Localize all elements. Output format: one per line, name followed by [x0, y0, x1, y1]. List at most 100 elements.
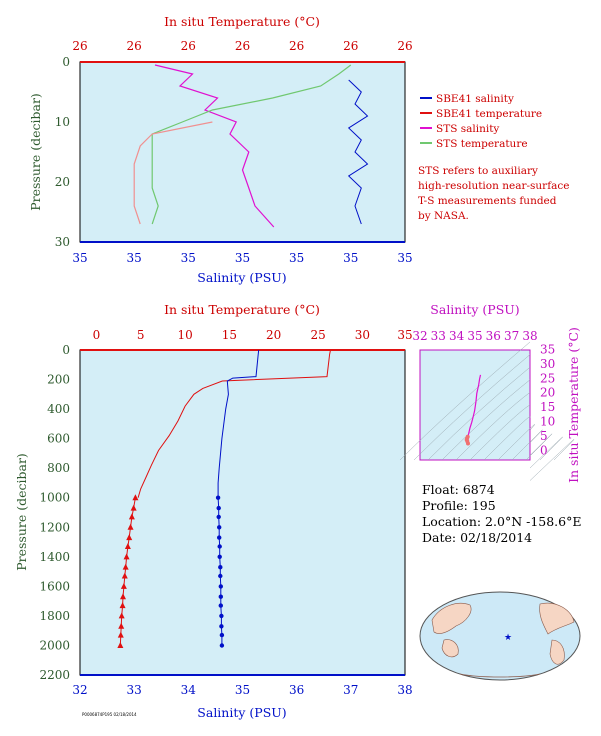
bottom-pressure-tick: 0 — [62, 343, 70, 357]
isopycnal-line — [497, 424, 535, 461]
salinity-dot-marker — [217, 535, 222, 540]
map-continent-north-america — [539, 602, 575, 635]
float-id: Float: 6874 — [422, 482, 495, 497]
salinity-dot-marker — [217, 525, 222, 530]
top-pressure-tick: 20 — [55, 175, 70, 189]
top-pressure-tick: 0 — [62, 55, 70, 69]
top-temp-tick: 26 — [397, 39, 412, 53]
bottom-pressure-axis-title: Pressure (decibar) — [14, 453, 29, 571]
temperature-triangle-marker — [123, 553, 130, 560]
legend-label: STS temperature — [436, 138, 528, 150]
sbe41-salinity-line — [347, 79, 369, 225]
bottom-sal-tick: 35 — [235, 683, 250, 697]
isopycnal-line — [525, 433, 553, 461]
bottom-pressure-tick: 1600 — [39, 579, 70, 593]
salinity-dot-marker — [215, 495, 221, 500]
top-temp-tick: 26 — [181, 39, 196, 53]
map-continent-asia — [431, 602, 472, 634]
top-sal-axis-title: Salinity (PSU) — [197, 270, 286, 285]
isopycnal-line — [483, 416, 531, 461]
temperature-triangle-marker — [117, 641, 124, 648]
temperature-triangle-marker — [118, 612, 125, 619]
isopycnal-line — [427, 367, 531, 461]
bottom-sal-tick: 37 — [343, 683, 358, 697]
ts-sal-tick: 34 — [449, 329, 465, 343]
temperature-triangle-marker — [124, 542, 131, 549]
ts-panel: 32 33 34 35 36 37 38 Salinity (PSU) 0 5 … — [399, 302, 581, 483]
bottom-temp-tick: 35 — [397, 328, 412, 342]
bottom-pressure-tick: 200 — [47, 373, 70, 387]
top-sal-tick: 35 — [181, 251, 196, 265]
legend-label: SBE41 salinity — [436, 93, 514, 105]
ts-sal-tick: 36 — [486, 329, 501, 343]
bottom-plot-area — [79, 349, 406, 676]
bottom-pressure-tick: 600 — [47, 432, 70, 446]
salinity-dot-marker — [218, 565, 223, 570]
bottom-sal-ticks: 32 33 34 35 36 37 38 — [72, 683, 412, 697]
legend-label: SBE41 temperature — [436, 108, 542, 120]
ts-temp-axis-title: In situ Temperature (°C) — [566, 327, 581, 483]
bottom-pressure-ticks: 0 200 400 600 800 1000 1200 1400 1600 18… — [39, 343, 70, 682]
top-temp-axis-title: In situ Temperature (°C) — [164, 14, 320, 29]
bottom-pressure-tick: 1000 — [39, 491, 70, 505]
bottom-series-layer — [117, 349, 331, 648]
salinity-dot-marker — [218, 594, 223, 599]
float-info: Float: 6874 Profile: 195 Location: 2.0°N… — [422, 482, 582, 545]
top-pressure-tick: 10 — [55, 115, 70, 129]
bottom-sal-tick: 36 — [289, 683, 304, 697]
top-plot-area — [79, 61, 406, 243]
temperature-triangle-marker — [117, 631, 124, 638]
ts-temp-tick: 10 — [540, 415, 555, 429]
sts-temperature-line — [151, 64, 352, 225]
salinity-dot-marker — [219, 643, 225, 648]
bottom-pressure-tick: 1800 — [39, 609, 70, 623]
salinity-dot-marker — [216, 505, 221, 511]
top-sal-ticks: 35 35 35 35 35 35 35 — [72, 251, 412, 265]
salinity-profile-line — [217, 349, 260, 498]
temperature-triangle-marker — [128, 513, 135, 520]
salinity-dot-marker — [217, 544, 222, 549]
bottom-pressure-tick: 800 — [47, 461, 70, 475]
salinity-dot-marker — [217, 554, 222, 559]
isopycnal-line — [413, 354, 531, 461]
ts-temp-tick: 25 — [540, 371, 555, 385]
bottom-temp-tick: 30 — [355, 328, 370, 342]
salinity-dot-marker — [218, 573, 223, 579]
temperature-triangle-marker — [127, 523, 134, 530]
salinity-dot-marker — [219, 613, 224, 619]
bottom-temp-tick: 5 — [137, 328, 145, 342]
ts-temp-tick: 35 — [540, 342, 555, 356]
world-map: ★ — [419, 591, 581, 681]
salinity-dot-marker — [219, 632, 225, 638]
temperature-triangle-marker — [119, 602, 126, 609]
map-continent-south-america — [549, 639, 565, 665]
ts-temp-ticks: 0 5 10 15 20 25 30 35 — [540, 342, 555, 457]
ts-sal-ticks: 32 33 34 35 36 37 38 — [412, 329, 537, 343]
ts-temp-tick: 5 — [540, 429, 548, 443]
map-continent-antarctica — [459, 673, 541, 678]
ts-series-layer — [464, 374, 482, 446]
salinity-dot-marker — [218, 603, 223, 608]
salinity-profile-line-deep — [217, 497, 223, 646]
top-pressure-ticks: 0 10 20 30 — [55, 55, 70, 249]
bottom-sal-tick: 34 — [181, 683, 197, 697]
bottom-pressure-tick: 2200 — [39, 668, 70, 682]
ts-sal-tick: 37 — [504, 329, 519, 343]
top-sal-tick: 35 — [72, 251, 87, 265]
float-location-star-icon: ★ — [504, 633, 512, 643]
temperature-triangle-marker — [130, 504, 137, 511]
top-temp-tick: 26 — [72, 39, 87, 53]
location: Location: 2.0°N -158.6°E — [422, 514, 582, 529]
top-temp-ticks: 26 26 26 26 26 26 26 — [72, 39, 412, 53]
temperature-profile-line — [137, 349, 331, 498]
isopycnal-line — [511, 429, 543, 461]
temperature-triangle-marker — [126, 534, 133, 541]
ts-isopycnals — [399, 341, 575, 481]
bottom-temp-tick: 0 — [93, 328, 101, 342]
ts-sal-axis-title: Salinity (PSU) — [430, 302, 519, 317]
ts-point — [466, 441, 470, 446]
sts-salinity-line — [154, 64, 275, 228]
top-pressure-tick: 30 — [55, 235, 70, 249]
date: Date: 02/18/2014 — [422, 530, 532, 545]
